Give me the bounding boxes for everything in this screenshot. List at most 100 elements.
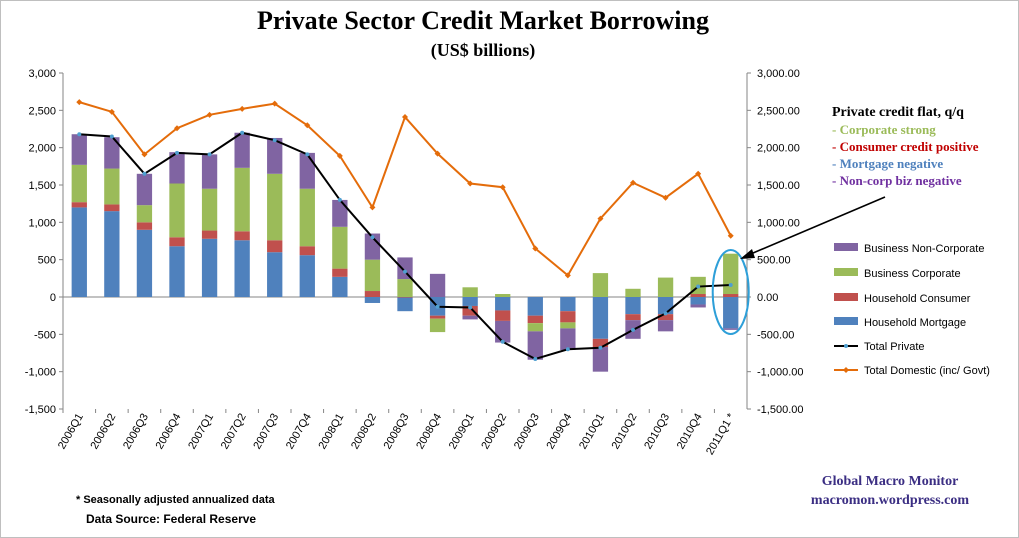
y-tick-label-right: -1,500.00 (757, 404, 803, 416)
x-tick-label: 2008Q2 (349, 412, 379, 452)
bar-segment (234, 167, 250, 232)
bar-segment (527, 323, 543, 332)
bar-segment (495, 320, 511, 343)
legend-marker (844, 344, 848, 348)
y-tick-label-right: 3,000.00 (757, 68, 800, 80)
x-tick-label: 2006Q4 (154, 412, 184, 452)
y-tick-label-right: 1,500.00 (757, 180, 800, 192)
total-domestic-point (206, 111, 213, 118)
legend-swatch (834, 293, 858, 301)
total-domestic-point (271, 100, 278, 107)
total-domestic-point (108, 108, 115, 115)
bar-segment (723, 297, 739, 329)
legend-label: Business Non-Corporate (864, 243, 984, 255)
annotation-arrow (745, 196, 886, 257)
credit-name: Global Macro Monitor (821, 474, 959, 489)
bar-segment (560, 322, 576, 329)
total-domestic-point (141, 151, 148, 158)
bar-segment (495, 294, 511, 297)
credit-block: Global Macro Monitor macromon.wordpress.… (770, 472, 1010, 510)
bar-segment (495, 297, 511, 311)
total-domestic-point (662, 194, 669, 201)
total-private-point (77, 132, 82, 137)
y-tick-label-left: 2,000 (28, 143, 56, 155)
chart-title: Private Sector Credit Market Borrowing (257, 6, 709, 35)
total-private-point (403, 269, 407, 274)
bar-segment (104, 137, 120, 169)
total-domestic-point (304, 122, 311, 129)
total-domestic-point (499, 184, 506, 191)
bar-segment (104, 211, 120, 297)
bar-segment (723, 253, 739, 295)
bar-segment (625, 288, 641, 297)
x-tick-label: 2010Q1 (577, 412, 607, 452)
legend-swatch (834, 317, 858, 325)
bar-segment (104, 168, 120, 205)
total-domestic-point (434, 150, 441, 157)
bar-segment (332, 276, 348, 297)
bar-segment (299, 152, 315, 189)
credit-url: macromon.wordpress.com (810, 493, 970, 508)
bar-segment (71, 134, 87, 165)
bar-segment (592, 338, 609, 348)
bar-segment (657, 320, 674, 332)
bar-segment (397, 297, 413, 298)
bar-segment (690, 304, 706, 308)
total-private-point (696, 284, 701, 289)
x-tick-label: 2007Q1 (186, 412, 216, 452)
y-tick-label-right: 2,000.00 (757, 143, 800, 155)
bar-segment (332, 268, 348, 277)
annotation-arrowhead (740, 249, 755, 259)
y-tick-label-right: 0.00 (757, 292, 778, 304)
annotation-line-corporate: - Corporate strong (832, 122, 936, 137)
total-private-point (109, 134, 114, 139)
bar-segment (657, 314, 674, 321)
y-tick-label-left: 500 (38, 255, 56, 267)
bar-segment (201, 238, 218, 297)
bar-segment (592, 297, 609, 339)
x-tick-label: 2010Q2 (610, 412, 640, 452)
total-domestic-point (564, 272, 571, 279)
y-tick-label-right: -1,000.00 (757, 367, 803, 379)
bar-segment (136, 229, 153, 297)
legend-label: Household Consumer (864, 293, 971, 305)
total-private-point (728, 283, 733, 288)
bar-segment (267, 137, 283, 174)
total-private-point (598, 345, 603, 350)
data-source: Data Source: Federal Reserve (86, 512, 257, 526)
x-tick-label: 2006Q1 (56, 412, 86, 452)
bar-segment (527, 297, 543, 316)
total-domestic-point (695, 170, 702, 177)
total-private-point (663, 311, 668, 316)
bar-segment (201, 230, 218, 239)
bar-segment (234, 240, 250, 297)
bar-segment (560, 311, 576, 323)
bar-segment (364, 297, 381, 303)
legend-swatch (834, 243, 858, 251)
legend-swatch (834, 268, 858, 276)
bar-segment (71, 164, 87, 203)
bar-segment (397, 257, 413, 280)
bar-segment (462, 297, 478, 306)
x-tick-label: 2009Q2 (479, 412, 509, 452)
bar-segment (527, 331, 543, 360)
highlight-ellipse (711, 249, 750, 335)
bar-segment (429, 315, 446, 319)
y-tick-label-left: 3,000 (28, 68, 56, 80)
total-private-point (468, 305, 473, 310)
annotation-line-consumer: - Consumer credit positive (832, 139, 979, 154)
bar-segment (397, 297, 413, 312)
bar-segment (71, 207, 87, 297)
x-tick-label: 2010Q3 (642, 412, 672, 452)
bar-segment (136, 173, 153, 206)
y-tick-label-left: 2,500 (28, 105, 56, 117)
bar-segment (136, 205, 153, 223)
total-private-point (370, 235, 375, 240)
total-domestic-point (402, 114, 408, 121)
total-domestic-point (597, 215, 604, 222)
bar-segment (625, 314, 641, 321)
annotation-line-mortgage: - Mortgage negative (832, 156, 944, 171)
bar-segment (690, 294, 706, 297)
bar-segment (462, 305, 478, 316)
